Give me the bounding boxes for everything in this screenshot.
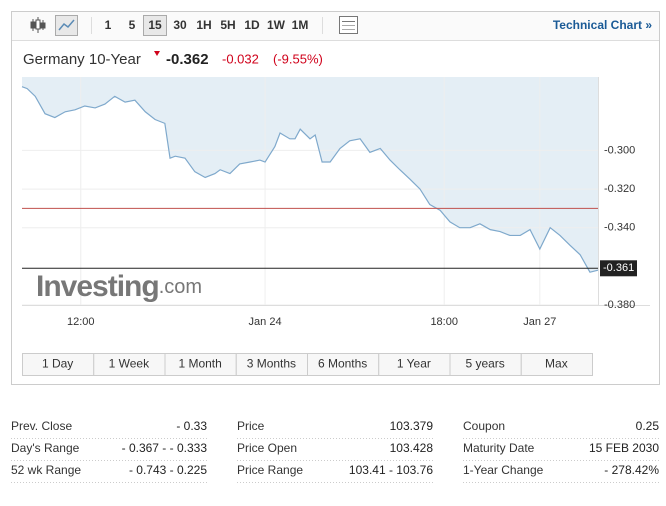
x-tick-label: 12:00 — [67, 316, 95, 328]
stat-label: 1-Year Change — [463, 463, 544, 477]
down-arrow — [154, 51, 160, 56]
stat-label: Price — [237, 419, 265, 433]
y-tick-label: -0.340 — [604, 222, 635, 234]
plot: Investing.com -0.300 -0.320 -0.340 -0.380 -0.… — [21, 77, 650, 328]
stat-value: 103.379 — [390, 419, 434, 433]
line-icon — [58, 19, 75, 31]
y-tick-label: -0.300 — [604, 144, 635, 156]
watermark-suffix: .com — [159, 276, 202, 298]
stat-value: - 0.367 - - 0.333 — [122, 441, 208, 455]
interval-button[interactable]: 1W — [267, 18, 286, 32]
interval-button[interactable]: 5 — [129, 18, 136, 32]
stat-value: - 0.743 - 0.225 — [129, 463, 207, 477]
stat-value: - 0.33 — [176, 419, 207, 433]
toolbar — [12, 12, 659, 40]
stat-label: Day's Range — [11, 441, 80, 455]
interval-active — [143, 15, 167, 36]
watermark-brand: Investing — [36, 270, 159, 303]
candle-icon[interactable] — [30, 17, 46, 33]
stat-value: 0.25 — [636, 419, 660, 433]
x-tick-label: 18:00 — [430, 316, 458, 328]
stat-value: 15 FEB 2030 — [589, 441, 659, 455]
y-tick-label: -0.320 — [604, 183, 635, 195]
last-price: -0.362 — [166, 51, 209, 68]
stat-label: Price Open — [237, 441, 297, 455]
range-button[interactable] — [520, 353, 593, 376]
change: -0.032 — [222, 51, 259, 66]
range-label[interactable]: Max — [545, 357, 568, 371]
line — [21, 86, 599, 273]
watermark: Investing.com — [36, 270, 202, 303]
y-tick-label: -0.380 — [604, 299, 635, 311]
x-tick-label: Jan 24 — [249, 316, 282, 328]
interval-button[interactable]: 15 — [148, 18, 162, 32]
stat-label: Prev. Close — [11, 419, 72, 433]
stat-value: 103.428 — [390, 441, 434, 455]
range-label[interactable]: 1 Month — [178, 357, 221, 371]
stat-label: 52 wk Range — [11, 463, 81, 477]
current-price-label: -0.361 — [603, 262, 634, 274]
stat-label: Price Range — [237, 463, 303, 477]
stat-value: 103.41 - 103.76 — [349, 463, 433, 477]
range-label[interactable]: 6 Months — [318, 357, 367, 371]
range-label[interactable]: 1 Week — [109, 357, 150, 371]
interval-button[interactable]: 5H — [220, 18, 235, 32]
area — [22, 77, 598, 273]
range-label[interactable]: 5 years — [465, 357, 504, 371]
interval-button[interactable]: 1 — [105, 18, 112, 32]
technical-chart-link[interactable]: Technical Chart » — [553, 18, 652, 32]
stat-label: Coupon — [463, 419, 505, 433]
stat-value: - 278.42% — [604, 463, 659, 477]
range-label[interactable]: 3 Months — [247, 357, 296, 371]
interval-button[interactable]: 30 — [173, 18, 187, 32]
range-label[interactable]: 1 Day — [42, 357, 73, 371]
range-label[interactable]: 1 Year — [397, 357, 431, 371]
stat-label: Maturity Date — [463, 441, 535, 455]
change-percent: (-9.55%) — [273, 51, 323, 66]
settings-icon[interactable] — [339, 16, 358, 34]
interval-button[interactable]: 1M — [292, 18, 309, 32]
x-tick-label: Jan 27 — [523, 316, 556, 328]
interval-button[interactable]: 1D — [244, 18, 260, 32]
current-price-box — [600, 260, 637, 277]
lower-section: 1 Day 1 Week 1 Month 3 Months 6 Months 1 Year… — [11, 353, 660, 483]
interval-button[interactable]: 1H — [196, 18, 211, 32]
instrument-name: Germany 10-Year — [23, 51, 141, 68]
